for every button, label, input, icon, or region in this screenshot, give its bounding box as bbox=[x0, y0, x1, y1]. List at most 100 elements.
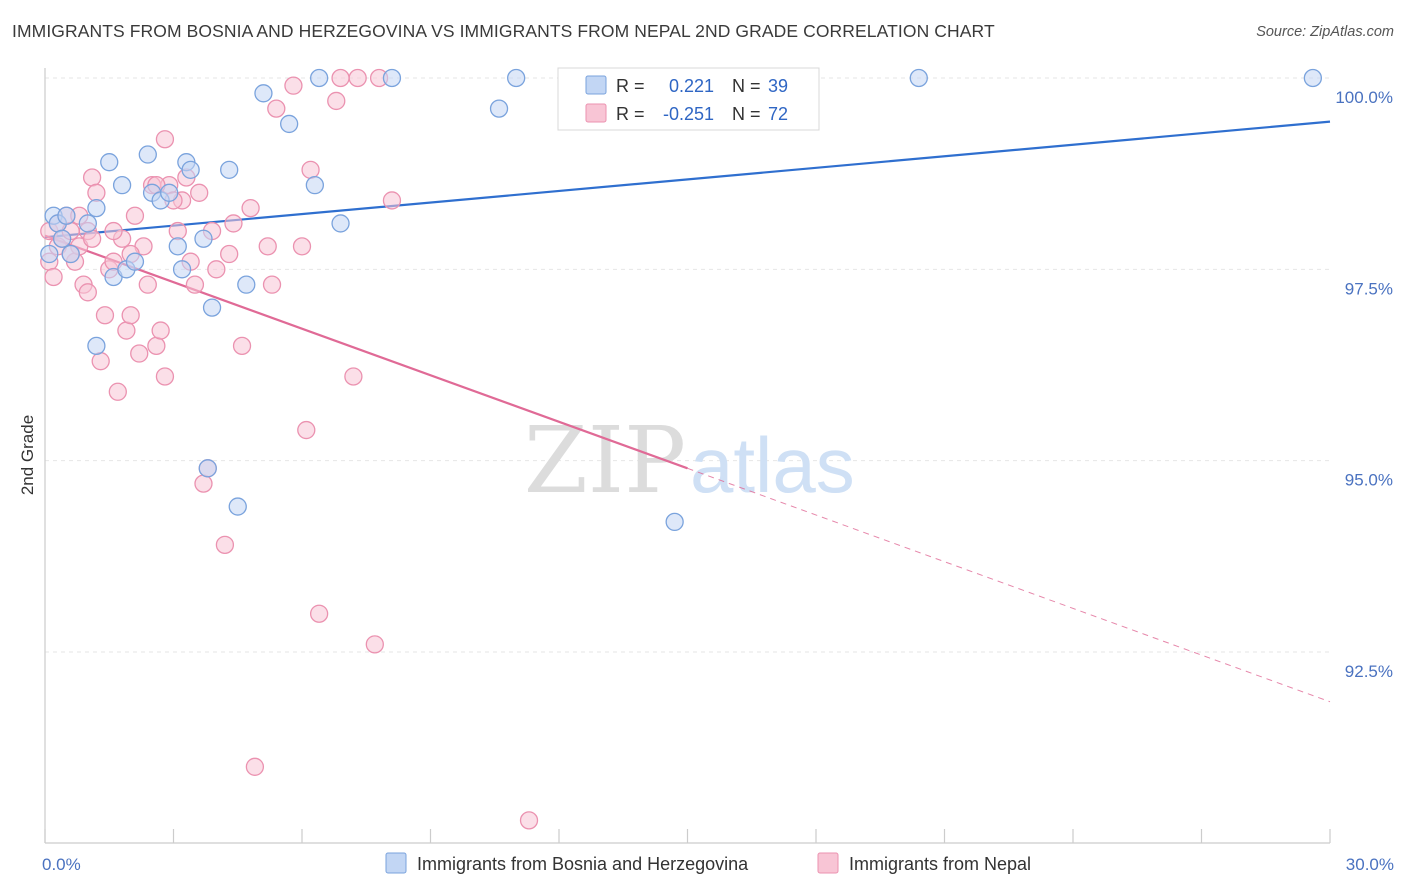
legend-swatch-blue bbox=[585, 75, 607, 95]
x-tick-label-1: 30.0% bbox=[1346, 855, 1394, 874]
nepal-point-56 bbox=[309, 604, 329, 623]
series-nepal-points bbox=[40, 68, 539, 830]
nepal-point-64 bbox=[519, 811, 539, 830]
legend-r-label-pink: R = bbox=[616, 104, 645, 124]
axes bbox=[44, 68, 1331, 844]
bosnia-point-24 bbox=[220, 160, 239, 179]
legend: R = 0.221 N = 39 R = -0.251 N = 72 bbox=[557, 67, 820, 131]
bosnia-point-35 bbox=[665, 512, 684, 532]
nepal-point-54 bbox=[297, 420, 316, 440]
bosnia-point-32 bbox=[382, 68, 402, 88]
nepal-point-47 bbox=[241, 198, 260, 218]
bosnia-point-0 bbox=[40, 244, 59, 264]
bosnia-point-38 bbox=[1303, 68, 1323, 88]
bosnia-point-28 bbox=[279, 114, 299, 134]
bosnia-point-22 bbox=[198, 459, 217, 478]
bosnia-point-6 bbox=[78, 214, 97, 233]
bosnia-point-23 bbox=[202, 298, 222, 317]
grid bbox=[45, 77, 1330, 653]
nepal-point-14 bbox=[82, 168, 102, 187]
bosnia-point-7 bbox=[87, 198, 106, 218]
nepal-point-32 bbox=[155, 367, 175, 386]
bottom-legend: Immigrants from Bosnia and Herzegovina I… bbox=[385, 852, 1031, 874]
bosnia-point-37 bbox=[909, 68, 928, 88]
bosnia-point-10 bbox=[112, 175, 132, 195]
nepal-point-27 bbox=[138, 275, 157, 294]
nepal-point-66 bbox=[104, 221, 123, 241]
x-tick-labels: 0.0% 30.0% bbox=[42, 855, 1394, 874]
y-tick-label-0: 100.0% bbox=[1335, 88, 1393, 107]
nepal-point-40 bbox=[194, 474, 213, 493]
nepal-point-15 bbox=[87, 183, 106, 202]
nepal-point-55 bbox=[301, 160, 320, 179]
nepal-point-25 bbox=[130, 344, 149, 363]
y-tick-label-3: 92.5% bbox=[1345, 662, 1393, 681]
bosnia-point-4 bbox=[57, 206, 76, 225]
nepal-point-29 bbox=[147, 336, 166, 356]
legend-r-label-blue: R = bbox=[616, 76, 645, 96]
nepal-point-69 bbox=[82, 229, 102, 248]
y-tick-labels: 100.0% 97.5% 95.0% 92.5% bbox=[1335, 88, 1393, 681]
bosnia-point-18 bbox=[172, 260, 192, 279]
legend-r-value-blue: 0.221 bbox=[669, 76, 714, 96]
bosnia-point-26 bbox=[237, 275, 256, 294]
nepal-point-20 bbox=[108, 382, 127, 401]
nepal-point-30 bbox=[151, 321, 170, 340]
y-tick-label-1: 97.5% bbox=[1345, 279, 1393, 298]
trend-lines bbox=[44, 120, 1331, 703]
nepal-point-43 bbox=[215, 535, 235, 555]
nepal-point-22 bbox=[117, 321, 136, 340]
bosnia-point-20 bbox=[181, 160, 200, 179]
x-tick-label-0: 0.0% bbox=[42, 855, 81, 874]
watermark-atlas: atlas bbox=[690, 421, 855, 509]
bottom-legend-swatch-blue bbox=[385, 852, 407, 874]
bottom-legend-label-blue: Immigrants from Bosnia and Herzegovina bbox=[417, 854, 749, 874]
bosnia-point-12 bbox=[125, 252, 145, 271]
bosnia-point-31 bbox=[331, 214, 350, 233]
nepal-point-57 bbox=[327, 91, 346, 111]
bosnia-point-5 bbox=[61, 244, 80, 264]
y-tick-label-2: 95.0% bbox=[1345, 471, 1393, 490]
bosnia-point-27 bbox=[254, 84, 273, 103]
bosnia-point-13 bbox=[138, 145, 157, 164]
nepal-point-24 bbox=[125, 206, 145, 225]
nepal-point-42 bbox=[207, 260, 226, 279]
nepal-point-2 bbox=[44, 267, 63, 287]
nepal-point-50 bbox=[262, 275, 282, 294]
source-label: Source: ZipAtlas.com bbox=[1256, 24, 1394, 40]
nepal-point-23 bbox=[121, 306, 140, 325]
nepal-point-39 bbox=[190, 183, 209, 202]
nepal-point-59 bbox=[344, 367, 363, 386]
nepal-point-53 bbox=[292, 237, 312, 256]
series-bosnia-points bbox=[40, 68, 1323, 532]
nepal-point-63 bbox=[382, 191, 402, 210]
nepal-point-51 bbox=[267, 99, 286, 118]
chart-title: IMMIGRANTS FROM BOSNIA AND HERZEGOVINA V… bbox=[12, 21, 995, 41]
trend-line-bosnia bbox=[44, 120, 1331, 239]
nepal-point-60 bbox=[348, 68, 367, 88]
bosnia-point-3 bbox=[52, 229, 72, 248]
bottom-legend-swatch-pink bbox=[817, 852, 839, 874]
legend-n-value-blue: 39 bbox=[768, 76, 788, 96]
nepal-point-48 bbox=[245, 757, 265, 776]
trend-line-nepal-extension bbox=[687, 467, 1331, 703]
watermark-zip: ZIP bbox=[524, 407, 686, 514]
nepal-point-12 bbox=[78, 283, 97, 302]
bosnia-point-8 bbox=[100, 153, 119, 172]
legend-n-value-pink: 72 bbox=[768, 104, 788, 124]
y-axis-label: 2nd Grade bbox=[18, 415, 37, 495]
nepal-point-61 bbox=[365, 635, 384, 654]
nepal-point-34 bbox=[168, 221, 187, 241]
bosnia-point-21 bbox=[194, 229, 213, 248]
nepal-point-58 bbox=[331, 68, 350, 88]
nepal-point-38 bbox=[185, 275, 205, 294]
legend-swatch-pink bbox=[585, 103, 607, 123]
trend-line-nepal bbox=[44, 234, 688, 470]
bosnia-point-29 bbox=[305, 175, 325, 195]
bosnia-point-17 bbox=[168, 237, 187, 256]
nepal-point-45 bbox=[224, 214, 243, 233]
nepal-point-46 bbox=[232, 336, 252, 356]
nepal-point-44 bbox=[220, 244, 239, 264]
bosnia-point-30 bbox=[309, 68, 329, 88]
legend-r-value-pink: -0.251 bbox=[663, 104, 714, 124]
